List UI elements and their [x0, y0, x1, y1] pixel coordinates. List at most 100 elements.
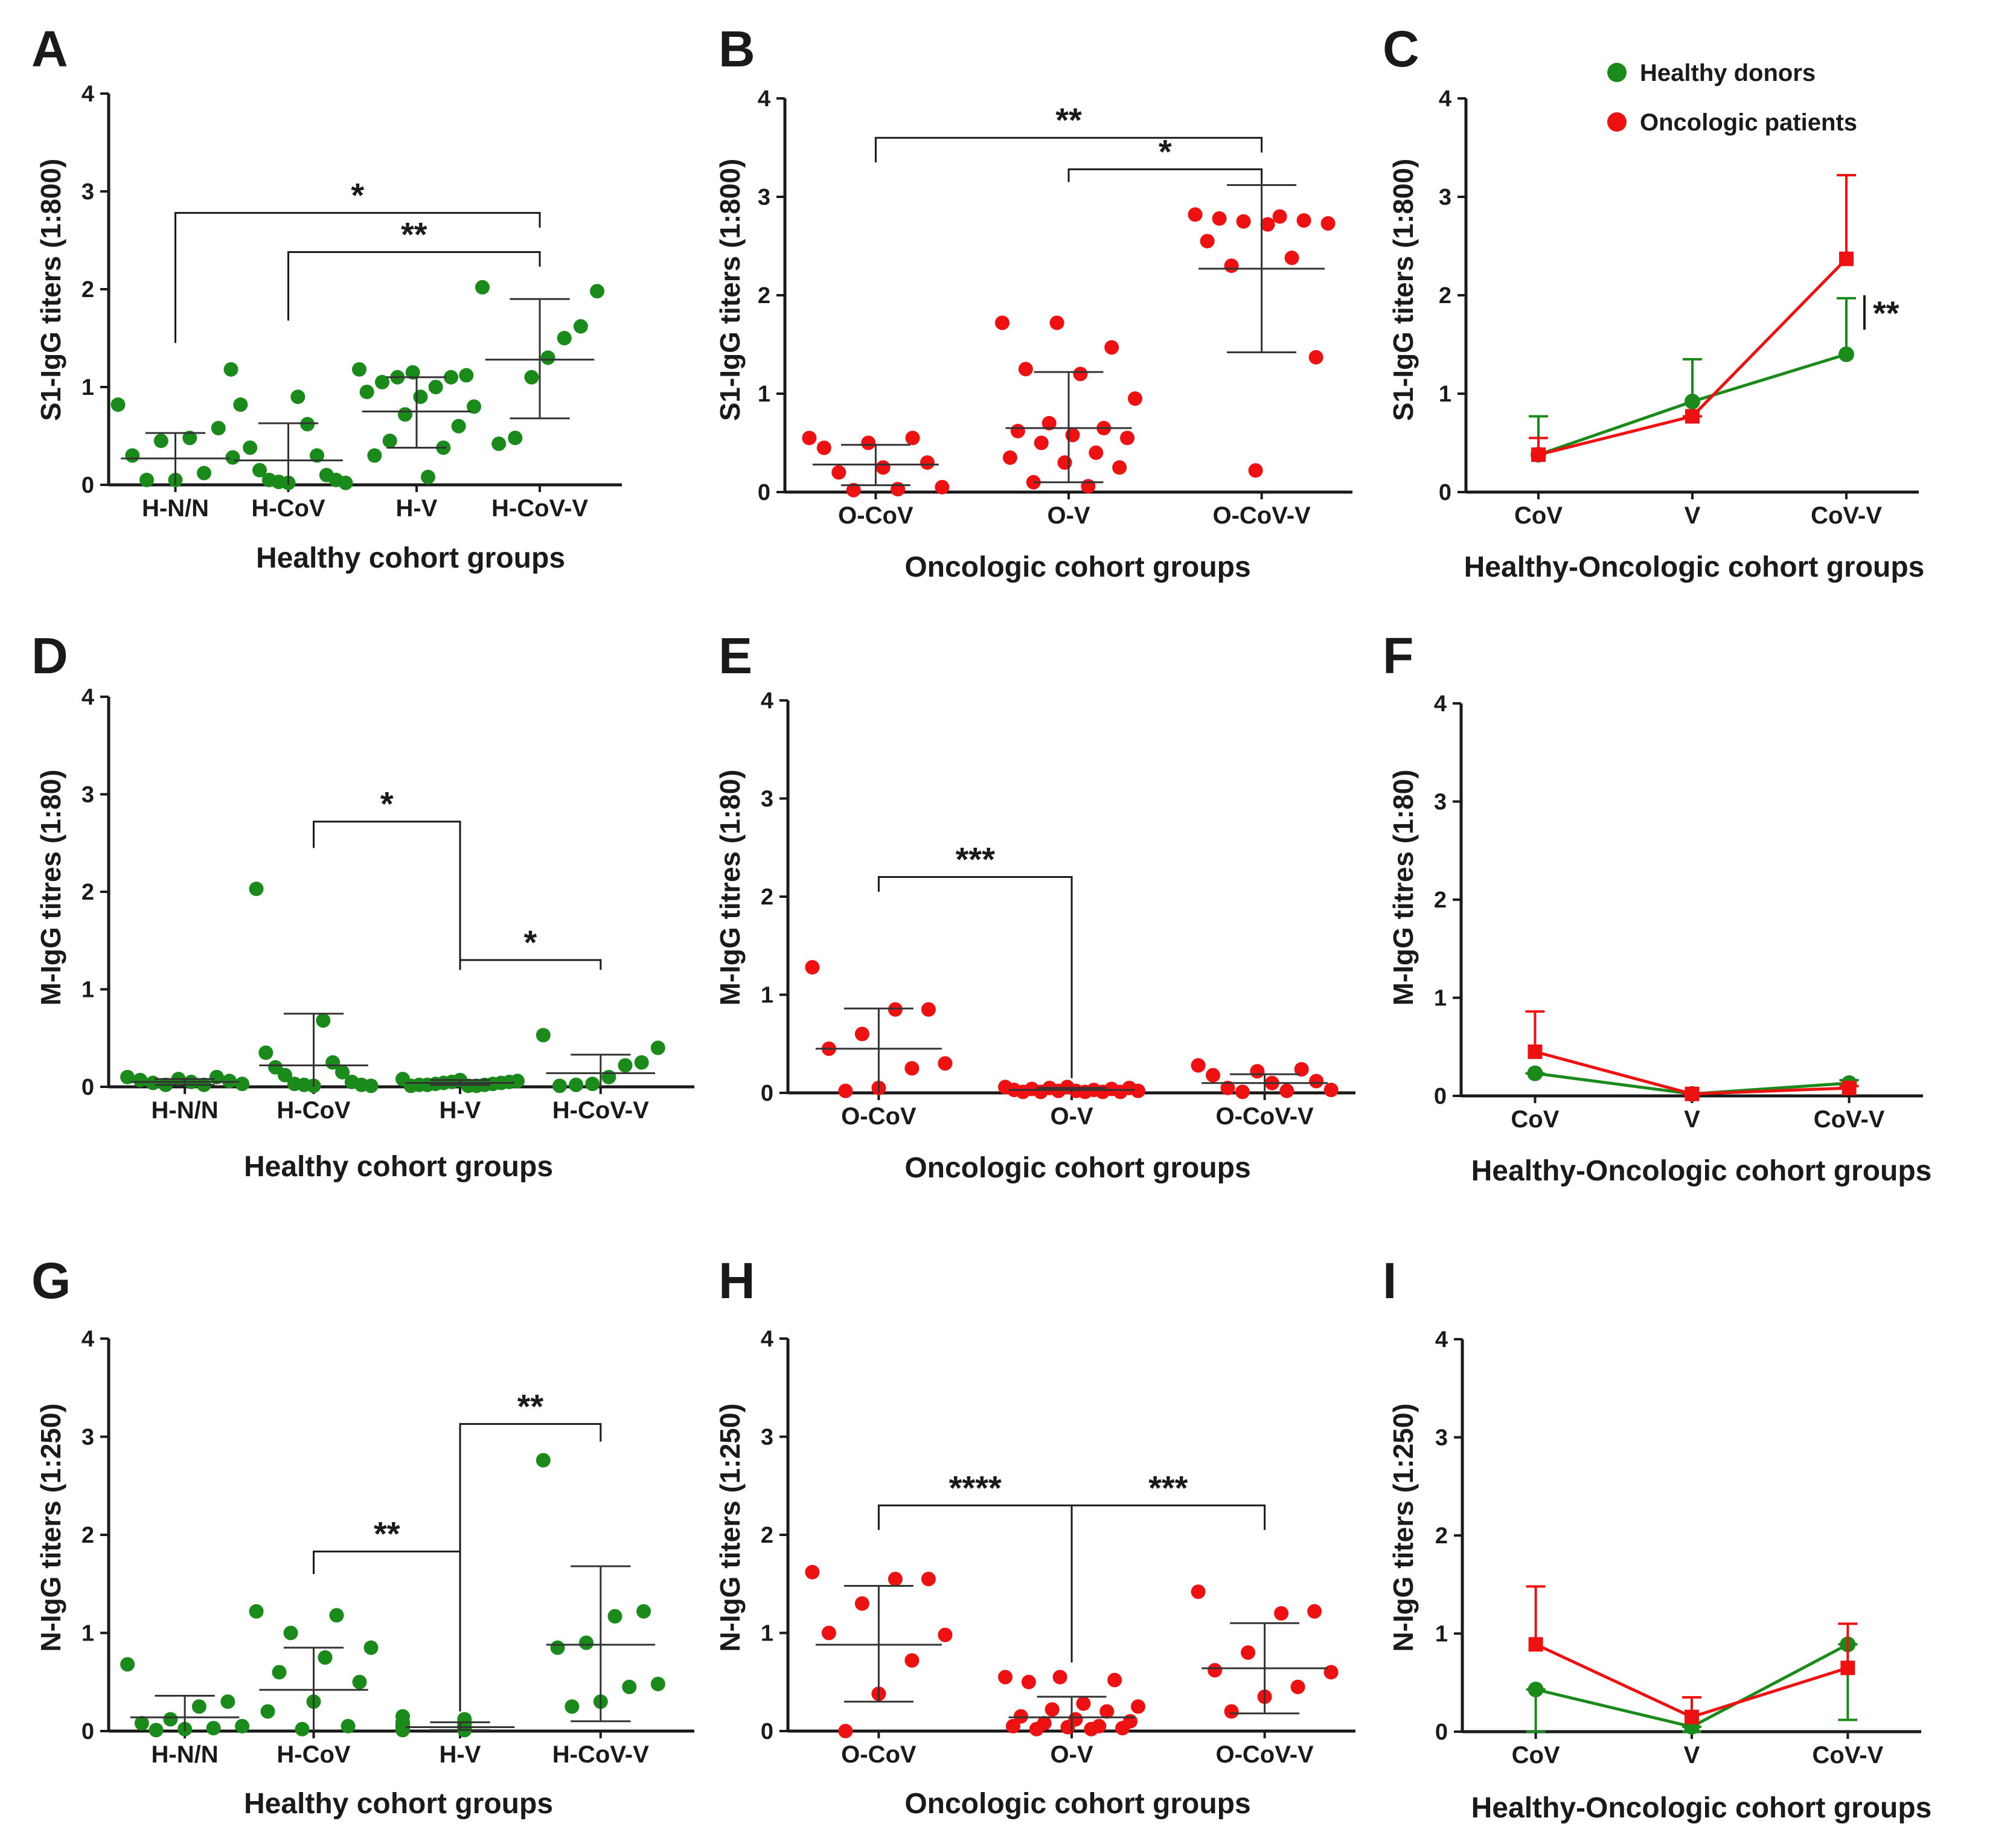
panel-f: F 0 1 2 3 4 M-IgG titres (1:80) Healthy-Oncolog… — [1383, 627, 1931, 1187]
y-tick-label: 1 — [758, 382, 770, 407]
data-point — [995, 315, 1010, 330]
panel-letter: C — [1383, 21, 1419, 77]
data-point — [904, 1653, 920, 1668]
panel-c: C 0 1 2 3 4 S1-IgG titers (1:800) Healthy-Oncol… — [1383, 21, 1924, 583]
data-point — [1005, 1718, 1020, 1733]
data-point — [133, 1072, 148, 1087]
y-tick-label: 4 — [1439, 86, 1451, 112]
x-category-label: H-CoV-V — [552, 1741, 649, 1768]
y-tick-label: 4 — [82, 82, 94, 107]
data-point — [209, 1069, 224, 1084]
data-point — [601, 1069, 616, 1084]
y-axis-title: N-IgG titers (1:250) — [714, 1403, 746, 1652]
data-point — [283, 1625, 298, 1641]
significance-bracket — [1067, 168, 1263, 184]
data-point — [1115, 1721, 1130, 1736]
y-tick-label: 2 — [761, 885, 773, 910]
data-point — [260, 1704, 275, 1719]
x-category-label: H-CoV — [277, 1741, 351, 1768]
y-tick-label: 2 — [1434, 888, 1447, 913]
significance-bracket — [313, 1551, 461, 1712]
y-tick-label: 1 — [1434, 986, 1447, 1011]
data-point — [1065, 427, 1080, 443]
data-point — [1033, 1084, 1048, 1100]
y-tick-label: 2 — [82, 1523, 94, 1548]
data-point — [467, 399, 481, 414]
data-point — [1018, 362, 1033, 377]
data-point — [508, 431, 523, 446]
data-point — [359, 385, 374, 400]
significance-label: ** — [1055, 101, 1082, 139]
significance-label: * — [524, 923, 537, 961]
data-point — [565, 1699, 580, 1714]
x-category-label: CoV-V — [1814, 1106, 1885, 1133]
legend-label: Oncologic patients — [1640, 109, 1857, 136]
y-tick-label: 0 — [82, 473, 94, 498]
data-point — [998, 1669, 1013, 1685]
data-point — [367, 448, 382, 463]
data-point — [206, 1721, 221, 1736]
data-point — [110, 397, 126, 412]
significance-bracket — [877, 1504, 1073, 1663]
data-point — [540, 350, 555, 365]
data-point — [1026, 475, 1041, 490]
y-axis-title: N-IgG titers (1:250) — [1387, 1403, 1419, 1652]
data-point — [1099, 1704, 1115, 1719]
data-point — [146, 1075, 161, 1090]
data-point — [1274, 1606, 1289, 1621]
x-category-label: H-N/N — [152, 1097, 219, 1124]
panel-e: E 0 1 2 3 4 M-IgG titres (1:80) Oncologic cohor… — [714, 627, 1355, 1184]
data-point — [1272, 209, 1287, 224]
data-point — [821, 1625, 836, 1641]
data-point — [268, 1060, 283, 1075]
data-point — [1021, 1674, 1036, 1689]
data-point — [579, 1635, 594, 1650]
y-tick-label: 1 — [1435, 1622, 1448, 1647]
series-marker — [1528, 1682, 1544, 1698]
y-tick-label: 4 — [758, 86, 770, 112]
y-tick-label: 0 — [82, 1075, 94, 1100]
data-point — [1052, 1669, 1067, 1685]
panel-letter: F — [1383, 627, 1413, 684]
data-point — [861, 435, 876, 450]
series-marker — [1838, 346, 1854, 362]
data-point — [211, 421, 226, 436]
data-point — [1236, 214, 1251, 229]
series-marker — [1531, 447, 1546, 463]
data-point — [550, 1640, 565, 1655]
data-point — [1051, 1083, 1066, 1098]
x-category-label: O-CoV-V — [1212, 502, 1311, 529]
data-point — [341, 1718, 356, 1733]
data-point — [290, 389, 306, 405]
y-tick-label: 0 — [761, 1719, 773, 1744]
data-point — [1128, 391, 1142, 406]
data-point — [163, 1712, 178, 1727]
data-point — [1034, 435, 1049, 450]
data-point — [395, 1723, 410, 1738]
data-point — [1084, 1721, 1099, 1737]
panel-d: D 0 1 2 3 4 M-IgG titres (1:80) Healthy cohort … — [31, 627, 694, 1183]
series-marker — [1527, 1065, 1543, 1081]
data-point — [220, 1694, 235, 1709]
y-tick-label: 3 — [82, 1425, 94, 1450]
data-point — [569, 1077, 584, 1092]
data-point — [1248, 463, 1263, 478]
significance-bracket — [174, 212, 541, 344]
series-marker — [1528, 1044, 1543, 1059]
significance-bracket — [459, 959, 602, 970]
data-point — [252, 463, 267, 478]
data-point — [888, 1572, 903, 1587]
significance-bracket — [874, 136, 1263, 162]
x-category-label: H-CoV — [277, 1097, 351, 1124]
panel-letter: A — [31, 21, 68, 77]
x-category-label: CoV — [1514, 502, 1563, 529]
x-category-label: CoV — [1512, 1742, 1560, 1769]
x-axis-title: Healthy-Oncologic cohort groups — [1471, 1155, 1932, 1187]
y-tick-label: 0 — [1434, 1084, 1447, 1109]
x-category-label: O-CoV-V — [1215, 1741, 1314, 1768]
data-point — [1029, 1721, 1044, 1737]
data-point — [536, 1453, 551, 1468]
data-point — [1057, 455, 1072, 470]
data-point — [491, 436, 507, 451]
